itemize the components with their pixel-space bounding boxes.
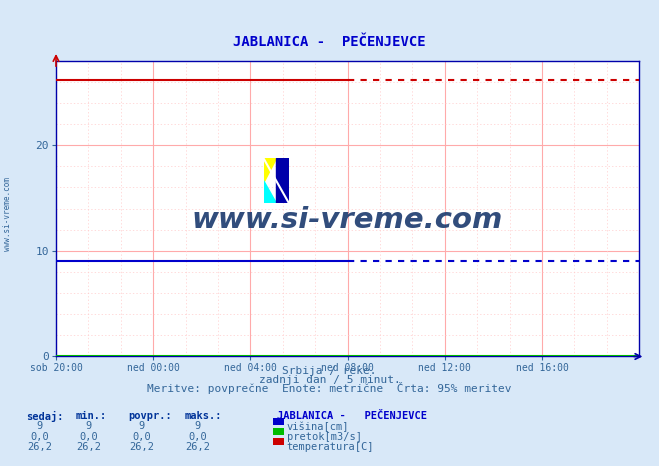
Text: 0,0: 0,0 (80, 432, 98, 441)
Text: Srbija / reke.: Srbija / reke. (282, 366, 377, 376)
Text: JABLANICA -   PEČENJEVCE: JABLANICA - PEČENJEVCE (277, 411, 427, 421)
Text: min.:: min.: (76, 411, 107, 421)
Text: povpr.:: povpr.: (129, 411, 172, 421)
Text: zadnji dan / 5 minut.: zadnji dan / 5 minut. (258, 375, 401, 385)
Text: www.si-vreme.com: www.si-vreme.com (192, 206, 503, 234)
Polygon shape (264, 181, 276, 203)
Text: 9: 9 (194, 421, 201, 431)
Text: 26,2: 26,2 (129, 442, 154, 452)
Text: temperatura[C]: temperatura[C] (287, 442, 374, 452)
Text: 26,2: 26,2 (27, 442, 52, 452)
Text: 0,0: 0,0 (30, 432, 49, 441)
Text: www.si-vreme.com: www.si-vreme.com (3, 178, 13, 251)
Text: 9: 9 (36, 421, 43, 431)
Text: maks.:: maks.: (185, 411, 222, 421)
Text: višina[cm]: višina[cm] (287, 421, 349, 432)
Text: 9: 9 (138, 421, 145, 431)
Text: pretok[m3/s]: pretok[m3/s] (287, 432, 362, 441)
Text: 9: 9 (86, 421, 92, 431)
Text: JABLANICA -  PEČENJEVCE: JABLANICA - PEČENJEVCE (233, 35, 426, 49)
Text: 26,2: 26,2 (185, 442, 210, 452)
Text: 26,2: 26,2 (76, 442, 101, 452)
Text: sedaj:: sedaj: (26, 411, 64, 422)
Polygon shape (264, 158, 276, 181)
Text: 0,0: 0,0 (188, 432, 207, 441)
Text: 0,0: 0,0 (132, 432, 151, 441)
Polygon shape (276, 158, 289, 203)
Text: Meritve: povprečne  Enote: metrične  Črta: 95% meritev: Meritve: povprečne Enote: metrične Črta:… (147, 383, 512, 394)
